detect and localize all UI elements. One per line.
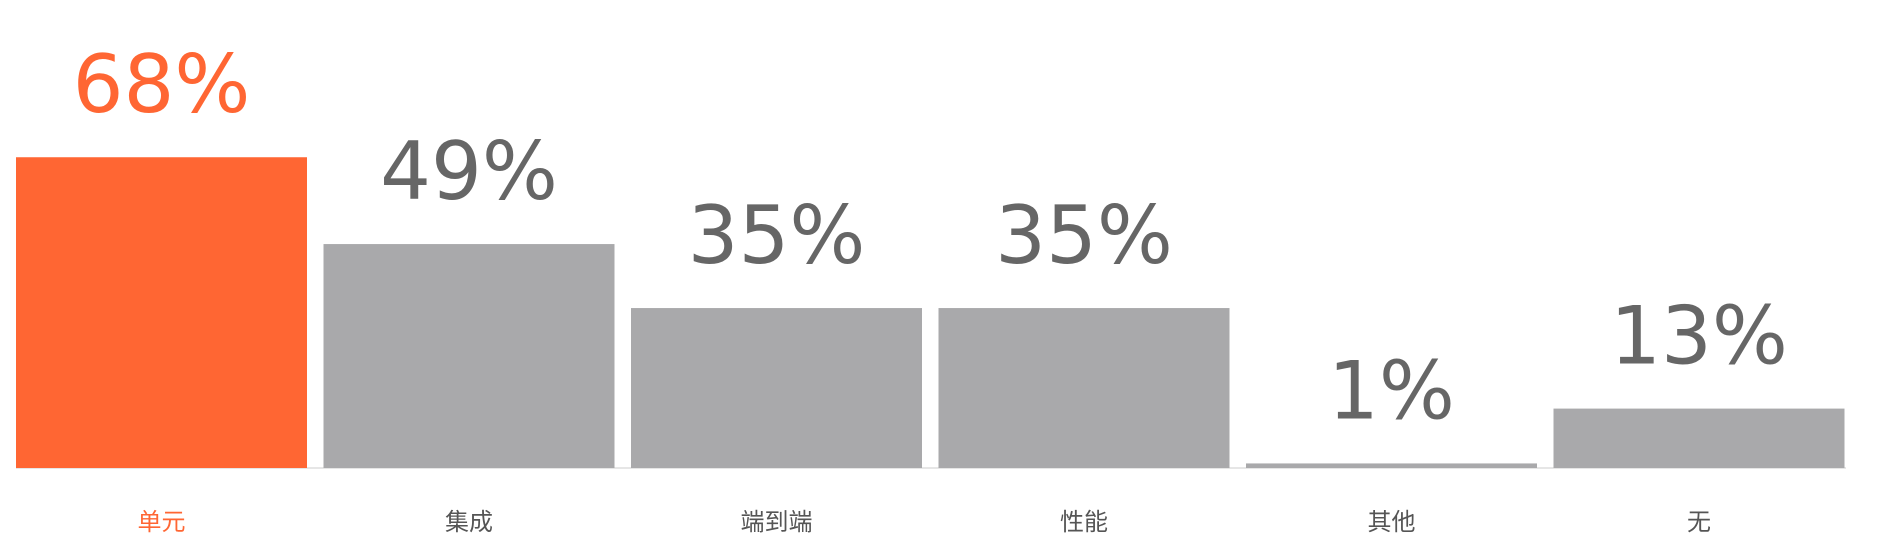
category-labels: 单元 集成 端到端 性能 其他 无: [138, 508, 1712, 536]
category-label-5: 其他: [1368, 508, 1416, 536]
category-label-1: 单元: [138, 508, 186, 536]
value-label-2: 49%: [380, 125, 558, 218]
value-label-1: 68%: [73, 38, 251, 131]
value-label-6: 13%: [1610, 290, 1788, 383]
value-labels: 68% 49% 35% 35% 1% 13%: [73, 38, 1788, 437]
category-label-4: 性能: [1060, 508, 1108, 536]
bar-3: [631, 308, 922, 468]
bar-6: [1553, 408, 1845, 468]
value-label-3: 35%: [688, 189, 866, 282]
bars: [16, 157, 1845, 469]
category-label-6: 无: [1687, 508, 1711, 536]
bar-4: [938, 308, 1230, 468]
bar-2: [323, 244, 615, 468]
value-label-5: 1%: [1328, 344, 1455, 437]
category-label-3: 端到端: [741, 508, 813, 536]
bar-1: [16, 157, 307, 469]
bar-5: [1246, 463, 1537, 468]
category-label-2: 集成: [445, 508, 493, 536]
value-label-4: 35%: [995, 189, 1173, 282]
